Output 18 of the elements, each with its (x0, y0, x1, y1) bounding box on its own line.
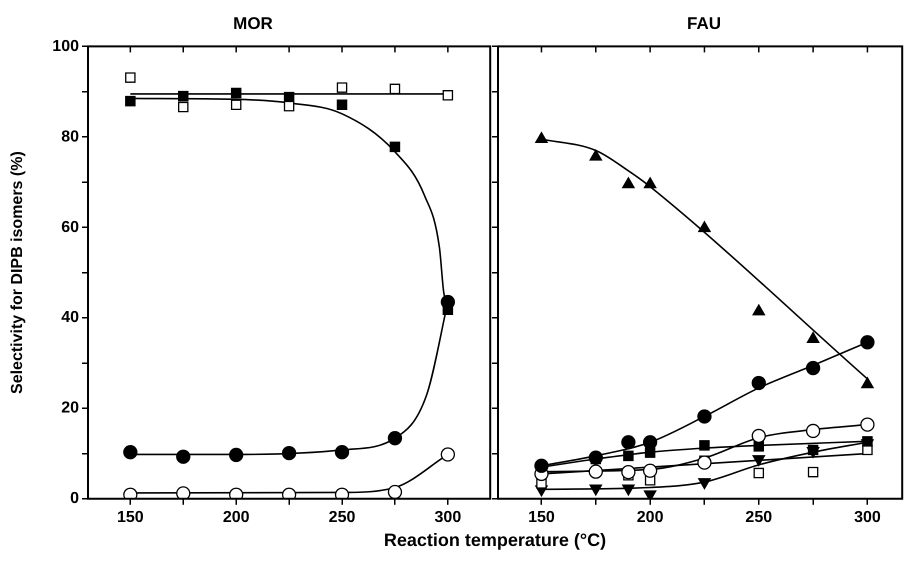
x-tick-label: 150 (528, 508, 555, 526)
x-tick-label: 300 (854, 508, 881, 526)
y-axis-title: Selectivity for DIPB isomers (%) (9, 151, 26, 394)
x-tick-label: 200 (636, 508, 664, 526)
x-tick-label: 250 (328, 508, 356, 526)
y-tick-label: 60 (61, 218, 80, 236)
chart-title: FAU (687, 14, 721, 33)
chart-title: MOR (233, 14, 273, 33)
y-tick-label: 80 (61, 128, 80, 146)
y-tick-label: 40 (61, 309, 80, 326)
x-tick-label: 200 (222, 508, 250, 526)
x-tick-label: 300 (434, 508, 462, 526)
x-tick-label: 250 (745, 508, 772, 526)
y-tick-label: 0 (70, 490, 80, 508)
x-tick-label: 150 (116, 508, 144, 526)
x-axis-title: Reaction temperature (°C) (382, 530, 608, 551)
y-tick-label: 20 (61, 400, 80, 417)
y-tick-label: 100 (52, 38, 80, 55)
